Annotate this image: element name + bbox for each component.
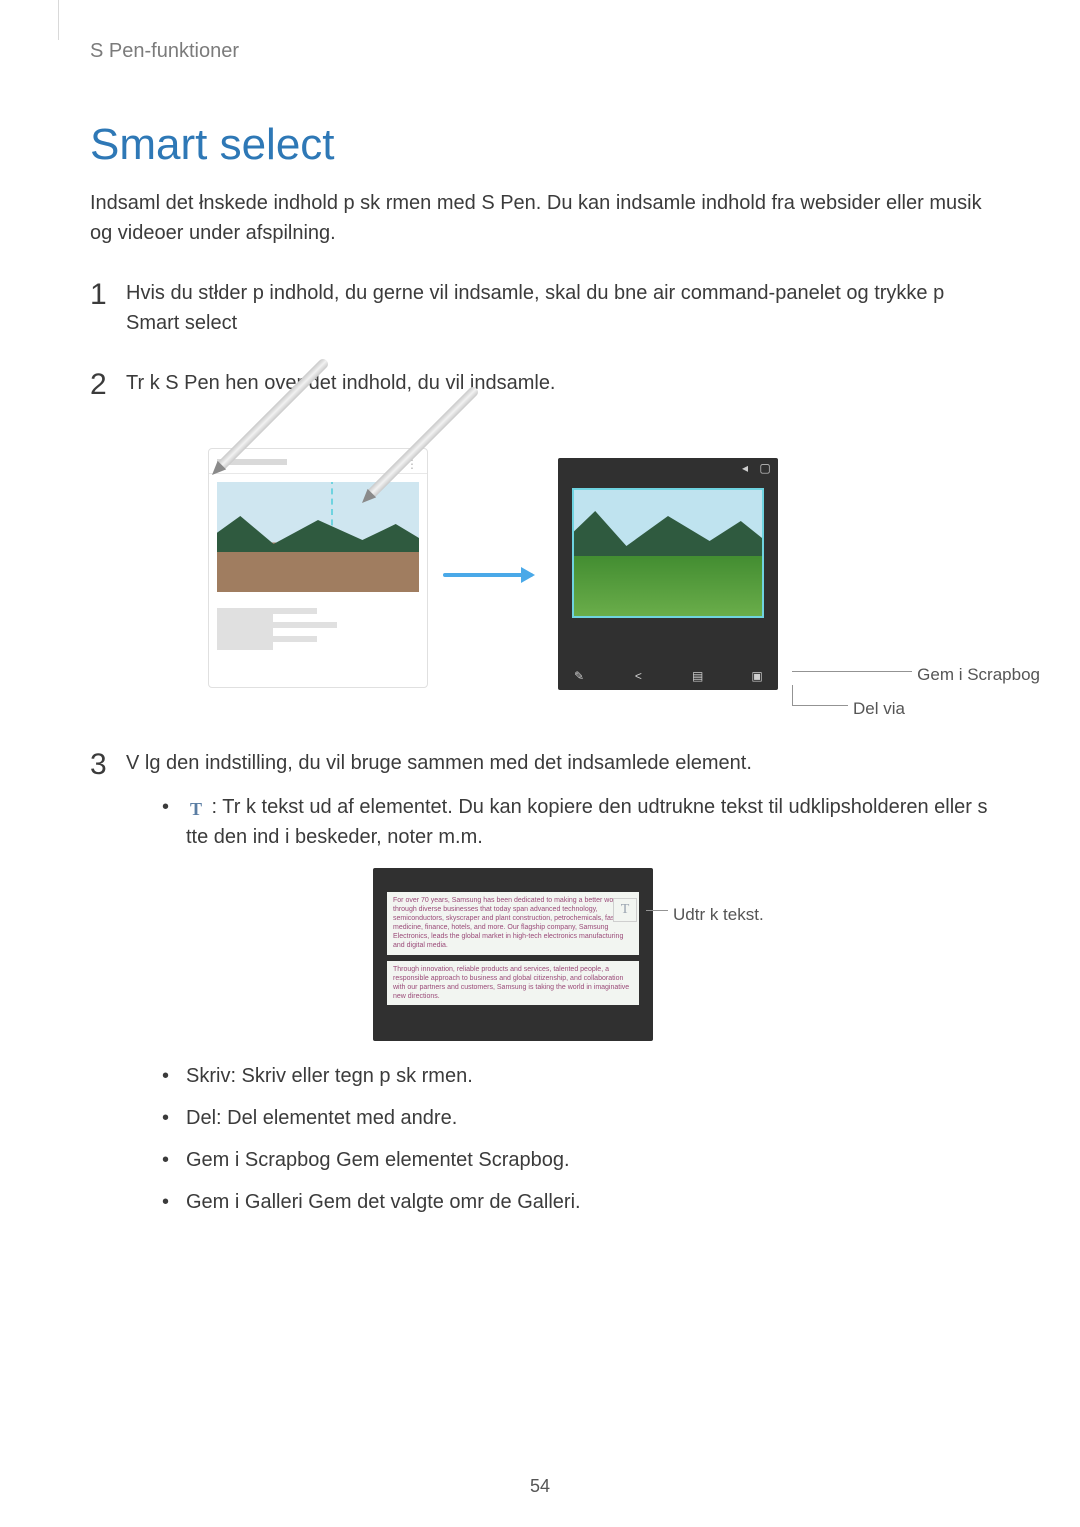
text-extract-button-icon: T (613, 898, 637, 922)
figure-extract-text: For over 70 years, Samsung has been dedi… (373, 868, 803, 1041)
window-icon: ▢ (758, 462, 772, 474)
bullet-del-text: Del: Del elementet med andre. (186, 1107, 457, 1129)
step-number: 3 (90, 742, 107, 787)
bullet-del: Del: Del elementet med andre. (162, 1103, 990, 1133)
bullet-extract-text-label: : Tr k tekst ud af elementet. Du kan kop… (186, 796, 988, 848)
placeholder-content (209, 600, 427, 658)
captured-photo (572, 488, 764, 618)
edit-icon: ✎ (572, 670, 586, 682)
step-1: 1 Hvis du stłder p indhold, du gerne vil… (90, 278, 990, 338)
callout-line (646, 910, 668, 911)
figure-smart-select: ⋮ (208, 408, 908, 718)
margin-rule (58, 0, 59, 40)
scrapbook-icon: ▤ (691, 670, 705, 682)
bullet-extract-text: T : Tr k tekst ud af elementet. Du kan k… (162, 792, 990, 1041)
save-icon: ▣ (750, 670, 764, 682)
extracted-text-block: For over 70 years, Samsung has been dedi… (387, 892, 639, 955)
extracted-text-block: Through innovation, reliable products an… (387, 961, 639, 1005)
step-3: 3 V lg den indstilling, du vil bruge sam… (90, 748, 990, 1217)
callout-line (792, 705, 848, 706)
step-3-text: V lg den indstilling, du vil bruge samme… (126, 752, 752, 774)
arrow-icon (443, 573, 533, 577)
callout-scrapbook: Gem i Scrapbog (917, 662, 1040, 688)
step-1-text: Hvis du stłder p indhold, du gerne vil i… (126, 282, 944, 334)
page-title: Smart select (90, 120, 990, 170)
intro-paragraph: Indsaml det łnskede indhold p sk rmen me… (90, 188, 990, 248)
back-icon: ◂ (738, 462, 752, 474)
share-icon: < (631, 670, 645, 682)
page-number: 54 (0, 1476, 1080, 1497)
bullet-skriv-text: Skriv: Skriv eller tegn p sk rmen. (186, 1065, 473, 1087)
bullet-scrapbog: Gem i Scrapbog Gem elementet Scrapbog. (162, 1145, 990, 1175)
result-panel: ◂ ▢ ✎ < ▤ ▣ (558, 458, 778, 690)
callout-extract-text: Udtr k tekst. (673, 902, 764, 928)
text-panel: For over 70 years, Samsung has been dedi… (373, 868, 653, 1041)
panel-bottom-icons: ✎ < ▤ ▣ (572, 670, 764, 682)
callout-line-vert (792, 685, 793, 706)
step-2: 2 Tr k S Pen hen over det indhold, du vi… (90, 368, 990, 718)
callout-share: Del via (853, 696, 983, 722)
text-extract-icon: T (186, 796, 206, 816)
panel-top-icons: ◂ ▢ (738, 462, 772, 474)
step-number: 1 (90, 272, 107, 317)
callout-line (792, 671, 912, 672)
option-bullets: T : Tr k tekst ud af elementet. Du kan k… (126, 792, 990, 1217)
bullet-scrapbog-text: Gem i Scrapbog Gem elementet Scrapbog. (186, 1149, 570, 1171)
placeholder-block (217, 608, 273, 650)
bullet-galleri: Gem i Galleri Gem det valgte omr de Gall… (162, 1187, 990, 1217)
steps-list: 1 Hvis du stłder p indhold, du gerne vil… (90, 278, 990, 1217)
section-header: S Pen-funktioner (90, 40, 239, 63)
bullet-galleri-text: Gem i Galleri Gem det valgte omr de Gall… (186, 1191, 581, 1213)
bullet-skriv: Skriv: Skriv eller tegn p sk rmen. (162, 1061, 990, 1091)
step-number: 2 (90, 362, 107, 407)
